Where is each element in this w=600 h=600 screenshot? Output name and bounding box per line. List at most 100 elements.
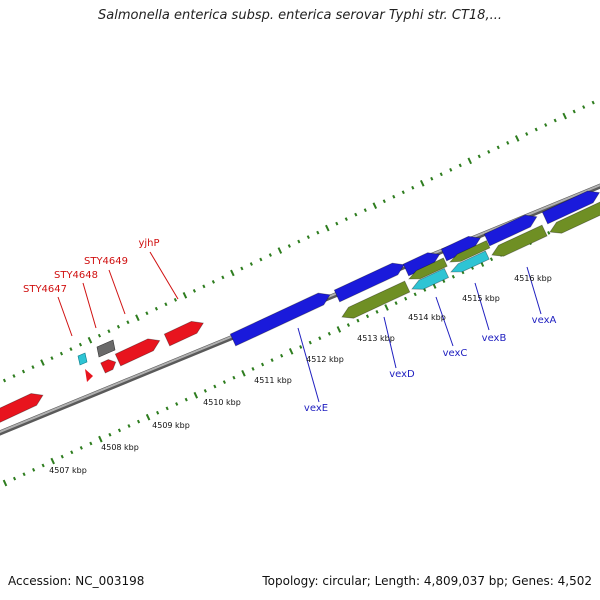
lower-tick bbox=[394, 301, 398, 305]
gene-olive-arrow[interactable] bbox=[341, 280, 411, 319]
lower-tick bbox=[98, 435, 103, 443]
upper-tick bbox=[268, 253, 272, 257]
gene-label-sty4647: STY4647 bbox=[23, 284, 67, 295]
gene-gray-block bbox=[96, 339, 116, 358]
lower-tick bbox=[299, 345, 303, 349]
gene-cyan-small bbox=[77, 352, 88, 366]
gene-blue-arrow[interactable] bbox=[483, 214, 538, 247]
leader-line bbox=[526, 266, 542, 315]
upper-tick bbox=[544, 123, 548, 127]
gene-blue-arrow[interactable] bbox=[440, 235, 481, 262]
upper-tick bbox=[154, 306, 159, 311]
lower-tick bbox=[165, 406, 169, 411]
upper-tick bbox=[582, 105, 586, 109]
upper-tick bbox=[192, 288, 196, 293]
upper-tick bbox=[69, 347, 73, 352]
lower-tick bbox=[404, 296, 408, 301]
lower-tick bbox=[136, 419, 141, 424]
upper-tick bbox=[116, 324, 121, 329]
lower-tick bbox=[251, 367, 255, 371]
upper-tick bbox=[354, 212, 358, 217]
upper-tick bbox=[553, 118, 557, 123]
upper-tick bbox=[335, 221, 339, 226]
gene-olive-arrow[interactable] bbox=[549, 201, 600, 234]
lower-tick bbox=[318, 336, 322, 341]
gene-label-sty4649: STY4649 bbox=[84, 256, 128, 267]
upper-tick bbox=[591, 100, 595, 105]
upper-tick bbox=[514, 135, 520, 142]
lower-tick bbox=[79, 446, 83, 450]
upper-tick bbox=[135, 314, 140, 322]
lower-tick bbox=[222, 380, 226, 384]
scale-label: 4509 kbp bbox=[152, 421, 190, 430]
scale-label: 4516 kbp bbox=[514, 274, 552, 283]
upper-tick bbox=[182, 292, 188, 299]
upper-tick bbox=[477, 154, 481, 159]
upper-tick bbox=[487, 150, 491, 154]
upper-tick-track bbox=[2, 100, 595, 383]
lower-tick bbox=[336, 326, 342, 333]
leader-line bbox=[108, 269, 126, 315]
upper-tick bbox=[40, 359, 45, 366]
upper-tick bbox=[2, 378, 7, 383]
gene-cyan-arrow[interactable] bbox=[411, 267, 450, 290]
upper-tick bbox=[240, 266, 244, 271]
scale-label: 4510 kbp bbox=[203, 398, 241, 407]
lower-tick bbox=[50, 457, 55, 465]
upper-tick bbox=[372, 202, 378, 210]
gene-label-vexa: vexA bbox=[532, 315, 557, 326]
upper-tick bbox=[392, 194, 396, 199]
lower-tick bbox=[145, 413, 151, 421]
gene-olive-arrow[interactable] bbox=[408, 257, 448, 280]
upper-tick bbox=[458, 163, 462, 168]
upper-tick bbox=[164, 302, 168, 307]
gene-features[interactable] bbox=[0, 190, 600, 424]
gene-olive-arrow[interactable] bbox=[449, 240, 491, 263]
gene-blue-arrow[interactable] bbox=[402, 252, 441, 277]
lower-tick bbox=[365, 314, 370, 319]
upper-tick bbox=[97, 333, 102, 338]
gene-olive-arrow[interactable] bbox=[491, 224, 548, 257]
label-leader-lines bbox=[57, 251, 542, 403]
lower-tick bbox=[442, 279, 446, 284]
leader-line bbox=[149, 251, 179, 300]
leader-line bbox=[57, 296, 73, 337]
upper-tick bbox=[221, 275, 225, 280]
upper-tick bbox=[363, 208, 367, 213]
leader-line bbox=[474, 282, 490, 331]
upper-tick bbox=[50, 356, 54, 360]
leader-line bbox=[297, 327, 320, 403]
lower-tick bbox=[108, 432, 112, 437]
scale-label: 4512 kbp bbox=[306, 355, 344, 364]
gene-red-arrow[interactable] bbox=[163, 320, 204, 347]
gene-label-vexb: vexB bbox=[482, 333, 507, 344]
gene-red-arrow[interactable] bbox=[0, 393, 44, 424]
gene-blue-arrow[interactable] bbox=[333, 262, 405, 303]
upper-tick bbox=[562, 112, 567, 120]
lower-tick bbox=[413, 292, 417, 297]
gene-cyan-arrow[interactable] bbox=[450, 250, 490, 273]
leader-line bbox=[383, 316, 397, 369]
gene-red-arrow[interactable] bbox=[100, 359, 117, 374]
lower-tick bbox=[175, 402, 179, 406]
lower-tick bbox=[127, 424, 131, 428]
upper-tick bbox=[277, 247, 283, 254]
lower-tick bbox=[213, 384, 217, 389]
gene-blue-arrow[interactable] bbox=[541, 190, 600, 225]
gene-red-small bbox=[85, 369, 93, 382]
upper-tick bbox=[145, 311, 149, 316]
lower-tick bbox=[547, 231, 551, 235]
lower-tick bbox=[288, 348, 294, 355]
gene-red-arrow[interactable] bbox=[114, 338, 161, 367]
lower-tick bbox=[156, 410, 160, 415]
upper-tick bbox=[496, 145, 500, 150]
upper-tick bbox=[87, 336, 93, 344]
scale-label: 4515 kbp bbox=[462, 294, 500, 303]
upper-tick bbox=[420, 179, 425, 187]
lower-tick bbox=[260, 362, 265, 367]
lower-tick bbox=[489, 257, 494, 262]
lower-tick bbox=[203, 388, 207, 393]
lower-tick bbox=[2, 479, 8, 487]
gene-blue-arrow[interactable] bbox=[229, 292, 331, 347]
